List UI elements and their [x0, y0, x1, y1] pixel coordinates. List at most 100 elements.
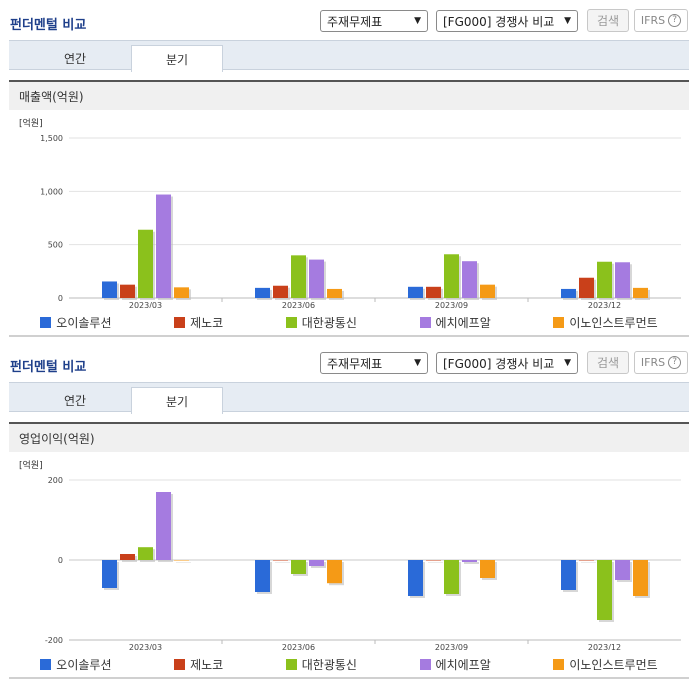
bar — [579, 277, 594, 298]
x-tick-label: 2023/12 — [588, 301, 621, 308]
legend-label: 이노인스트루먼트 — [569, 657, 658, 672]
statement-select-value: 주재무제표 — [327, 356, 383, 371]
tab-annual[interactable]: 연간 — [63, 51, 87, 66]
bar — [597, 261, 612, 298]
legend-label: 제노코 — [190, 315, 224, 330]
legend-item[interactable]: 에치에프알 — [419, 656, 491, 673]
legend-swatch — [419, 658, 431, 670]
operating-profit-chart-svg: [억원] -200 0 200 2023/03 2023/06 2023/09 2023/12 — [19, 459, 681, 650]
bar — [327, 560, 342, 584]
legend-swatch — [553, 316, 565, 328]
legend-item[interactable]: 오이솔루션 — [40, 656, 111, 673]
divider — [9, 677, 689, 679]
ifrs-label: IFRS — [640, 14, 666, 27]
chart-legend: 오이솔루션 제노코 대한광통신 에치에프알 이노인스트루먼트 — [9, 312, 689, 332]
bar-shadow — [581, 562, 596, 563]
tab-quarterly[interactable]: 분기 — [131, 45, 223, 72]
panel-title: 펀더멘털 비교 — [10, 360, 87, 375]
operating-profit-bar-chart: [억원] -200 0 200 2023/03 2023/06 2023/09 2023/12 — [9, 454, 689, 650]
tab-annual[interactable]: 연간 — [63, 393, 87, 408]
bar — [291, 560, 306, 574]
bar — [462, 261, 477, 298]
bar — [561, 288, 576, 298]
section-title: 매출액(억원) — [9, 80, 689, 110]
legend-item[interactable]: 에치에프알 — [419, 314, 491, 331]
tab-quarterly[interactable]: 분기 — [131, 387, 223, 414]
legend-swatch — [419, 316, 431, 328]
bar-shadow — [275, 562, 290, 563]
bar — [255, 287, 270, 298]
legend-item[interactable]: 오이솔루션 — [40, 314, 111, 331]
bar — [120, 284, 135, 298]
legend-item[interactable]: 이노인스트루먼트 — [553, 314, 658, 331]
y-tick-label: 1,500 — [40, 134, 63, 143]
bar — [408, 560, 423, 596]
revenue-chart-svg: [억원] 0 500 1,000 1,500 2023/03 2023/06 2023/09 2… — [19, 117, 681, 308]
compare-select[interactable]: [FG000] 경쟁사 비교 ▼ — [436, 352, 578, 374]
bar — [426, 560, 441, 561]
legend-swatch — [174, 316, 186, 328]
bar — [615, 560, 630, 580]
statement-select[interactable]: 주재무제표 ▼ — [320, 10, 428, 32]
chart-legend: 오이솔루션 제노코 대한광통신 에치에프알 이노인스트루먼트 — [9, 654, 689, 674]
ifrs-button[interactable]: IFRS? — [634, 351, 688, 374]
compare-select-value: [FG000] 경쟁사 비교 — [443, 14, 555, 29]
bar — [138, 229, 153, 298]
x-tick-label: 2023/03 — [129, 643, 162, 650]
legend-item[interactable]: 대한광통신 — [285, 314, 357, 331]
legend-swatch — [285, 658, 297, 670]
y-tick-label: 200 — [48, 476, 63, 485]
bar — [120, 554, 135, 560]
legend-item[interactable]: 이노인스트루먼트 — [553, 656, 658, 673]
legend-item[interactable]: 제노코 — [174, 314, 223, 331]
period-tabs: 연간 분기 — [9, 40, 689, 72]
bar-shadow — [428, 562, 443, 563]
legend-swatch — [40, 316, 52, 328]
period-tabs: 연간 분기 — [9, 382, 689, 414]
search-button[interactable]: 검색 — [587, 351, 629, 374]
legend-swatch — [285, 316, 297, 328]
bar — [615, 262, 630, 298]
bar — [291, 255, 306, 298]
legend-item[interactable]: 대한광통신 — [285, 656, 357, 673]
x-tick-label: 2023/09 — [435, 643, 468, 650]
ifrs-label: IFRS — [640, 356, 666, 369]
bar — [480, 560, 495, 578]
bar — [426, 286, 441, 298]
bar-shadow — [464, 562, 479, 564]
bar — [327, 288, 342, 298]
help-icon: ? — [668, 356, 682, 369]
panel-title: 펀더멘털 비교 — [10, 18, 87, 33]
y-tick-label: 500 — [48, 241, 63, 250]
x-tick-label: 2023/06 — [282, 643, 315, 650]
bar — [174, 287, 189, 298]
ifrs-button[interactable]: IFRS? — [634, 9, 688, 32]
legend-label: 대한광통신 — [301, 657, 357, 672]
bar — [273, 285, 288, 298]
chevron-down-icon: ▼ — [414, 358, 421, 368]
chevron-down-icon: ▼ — [414, 16, 421, 26]
chevron-down-icon: ▼ — [564, 16, 571, 26]
statement-select[interactable]: 주재무제표 ▼ — [320, 352, 428, 374]
bar — [462, 560, 477, 562]
statement-select-value: 주재무제표 — [327, 14, 383, 29]
divider — [9, 335, 689, 337]
x-tick-label: 2023/12 — [588, 643, 621, 650]
bar — [633, 287, 648, 298]
legend-swatch — [174, 658, 186, 670]
y-tick-label: 0 — [58, 556, 63, 565]
legend-label: 제노코 — [190, 657, 224, 672]
bar — [309, 259, 324, 298]
legend-swatch — [553, 658, 565, 670]
search-button[interactable]: 검색 — [587, 9, 629, 32]
y-tick-label: 0 — [58, 294, 63, 303]
compare-select[interactable]: [FG000] 경쟁사 비교 ▼ — [436, 10, 578, 32]
help-icon: ? — [668, 14, 682, 27]
bar — [444, 254, 459, 298]
fundamental-panel-revenue: 펀더멘털 비교 주재무제표 ▼ [FG000] 경쟁사 비교 ▼ 검색 IFRS? … — [9, 9, 689, 337]
bar — [156, 194, 171, 298]
bar — [408, 286, 423, 298]
legend-item[interactable]: 제노코 — [174, 656, 223, 673]
bar — [102, 560, 117, 588]
y-tick-label: -200 — [45, 636, 63, 645]
